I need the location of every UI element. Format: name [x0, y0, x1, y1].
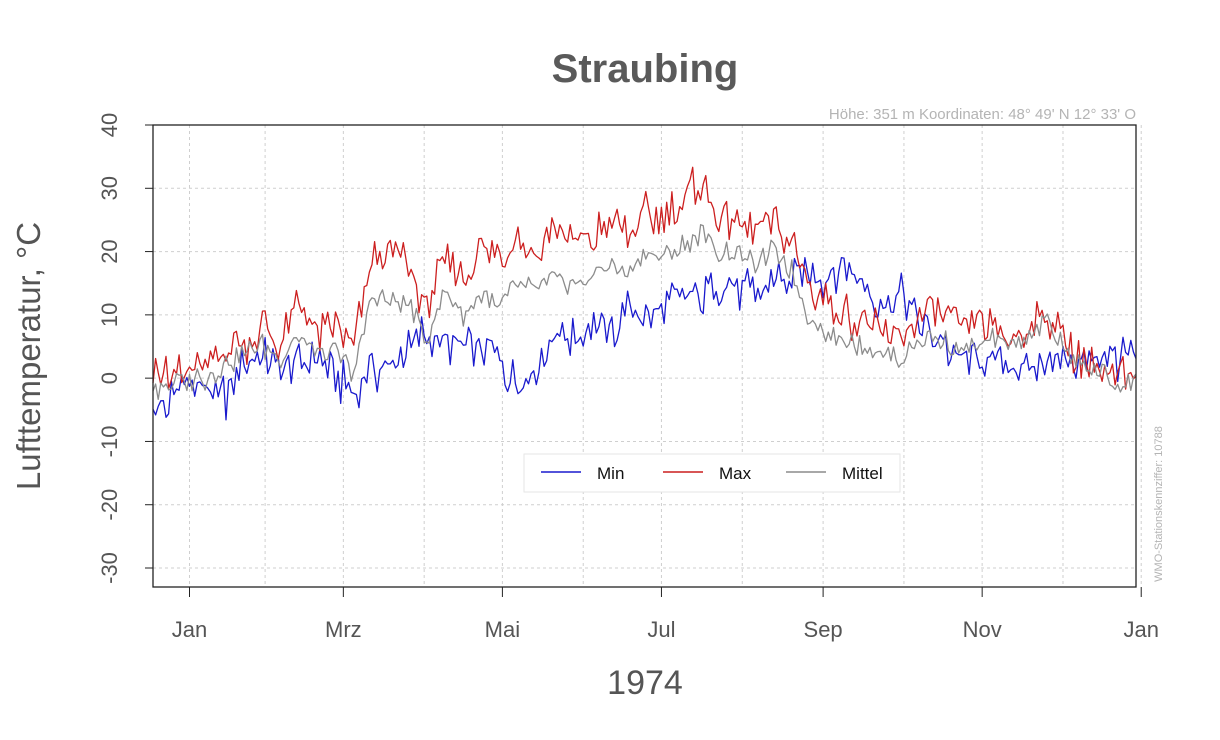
legend-label-max: Max — [719, 464, 752, 483]
y-tick-label: -20 — [97, 489, 122, 521]
x-tick-label: Jul — [647, 617, 675, 642]
y-axis: -30 -20 -10 0 10 20 30 40 — [97, 113, 153, 584]
chart-title: Straubing — [552, 47, 739, 91]
y-tick-label: 30 — [97, 176, 122, 200]
legend-box — [523, 453, 901, 493]
y-tick-label: -10 — [97, 426, 122, 458]
y-tick-label: 20 — [97, 239, 122, 263]
series-line-mittel — [152, 224, 1137, 401]
station-info: Höhe: 351 m Koordinaten: 48° 49' N 12° 3… — [829, 106, 1136, 123]
wmo-station-id: WMO-Stationskennziffer: 10788 — [1153, 426, 1165, 582]
series-line-max — [152, 166, 1137, 390]
x-tick-label: Nov — [963, 617, 1002, 642]
legend-label-mittel: Mittel — [842, 464, 883, 483]
x-tick-label: Mai — [485, 617, 520, 642]
series-line-min — [152, 257, 1137, 421]
x-axis: Jan Mrz Mai Jul Sep Nov Jan — [153, 586, 1159, 642]
grid-lines — [153, 124, 1142, 587]
y-axis-label: Lufttemperatur, °C — [10, 222, 47, 490]
x-tick-label: Jan — [172, 617, 207, 642]
y-tick-label: 0 — [97, 372, 122, 384]
x-tick-label: Jan — [1123, 617, 1158, 642]
x-tick-label: Mrz — [325, 617, 362, 642]
y-tick-label: -30 — [97, 552, 122, 584]
y-tick-label: 40 — [97, 113, 122, 137]
legend-label-min: Min — [597, 464, 624, 483]
x-axis-label: 1974 — [607, 664, 683, 702]
y-tick-label: 10 — [97, 303, 122, 327]
legend: Min Max Mittel — [523, 453, 901, 493]
series-lines — [152, 166, 1137, 421]
x-tick-label: Sep — [804, 617, 843, 642]
